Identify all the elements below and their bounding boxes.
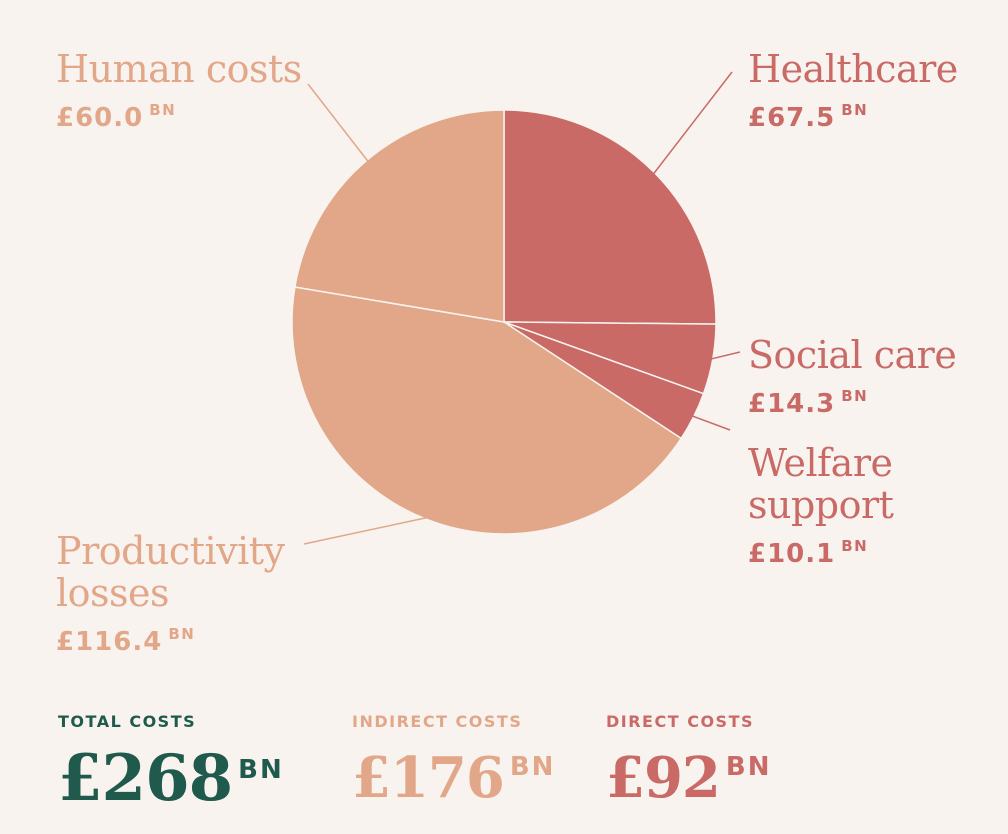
leader-line-social-care [710,351,741,360]
slice-unit-social-care: BN [841,387,869,405]
leader-line-welfare-support [691,415,731,431]
slice-unit-healthcare: BN [841,101,869,119]
slice-value-welfare-support: £10.1 BN [748,530,893,570]
leader-line-productivity-losses [303,516,428,545]
summary-indirect-unit: BN [509,752,556,782]
slice-amount-welfare-support: £10.1 [748,539,836,569]
summary-direct-amount: £92 [606,745,721,811]
slice-value-healthcare: £67.5 BN [748,94,958,134]
slice-name-social-care: Social care [748,333,957,377]
summary-indirect-amount: £176 [352,745,505,811]
summary-direct-value: £92 BN [606,735,771,810]
summary-indirect-label: INDIRECT COSTS [352,712,523,731]
pie-slice-healthcare [503,109,717,325]
slice-name-human-costs: Human costs [56,47,302,91]
slice-value-productivity-losses: £116.4 BN [56,618,284,658]
slice-label-healthcare: Healthcare £67.5 BN [748,48,958,134]
slice-amount-human-costs: £60.0 [56,103,144,133]
slice-amount-productivity-losses: £116.4 [56,627,163,657]
slice-label-human-costs: Human costs £60.0 BN [56,48,302,134]
pie-slice-productivity-losses [291,286,683,535]
leader-line-human-costs [307,83,369,163]
slice-name-healthcare: Healthcare [748,47,958,91]
slice-unit-productivity-losses: BN [168,625,196,643]
slice-label-social-care: Social care £14.3 BN [748,333,957,420]
summary-total-amount: £268 [58,741,233,816]
summary-total-value: £268 BN [58,735,284,814]
slice-name-welfare-support: Welfare support [748,441,894,527]
summary-total-label: TOTAL COSTS [58,712,197,731]
slice-amount-healthcare: £67.5 [748,103,836,133]
summary-indirect-value: £176 BN [352,735,555,810]
pie-slices [291,109,717,535]
slice-label-productivity-losses: Productivity losses £116.4 BN [56,529,285,658]
summary-direct: DIRECT COSTS £92 BN [606,712,771,810]
slice-name-productivity-losses: Productivity losses [56,529,285,615]
leader-line-healthcare [652,71,733,175]
summary-total-unit: BN [238,755,284,785]
pie-slice-human-costs [294,109,505,323]
leader-lines [303,71,741,545]
summary-indirect: INDIRECT COSTS £176 BN [352,712,555,810]
summary-direct-label: DIRECT COSTS [606,712,755,731]
summary-total: TOTAL COSTS £268 BN [58,712,284,814]
slice-amount-social-care: £14.3 [748,389,836,419]
summary-direct-unit: BN [725,752,772,782]
slice-value-human-costs: £60.0 BN [56,94,302,134]
slice-unit-human-costs: BN [149,101,177,119]
slice-unit-welfare-support: BN [841,537,869,555]
slice-value-social-care: £14.3 BN [748,380,956,420]
slice-label-welfare-support: Welfare support £10.1 BN [748,441,894,570]
